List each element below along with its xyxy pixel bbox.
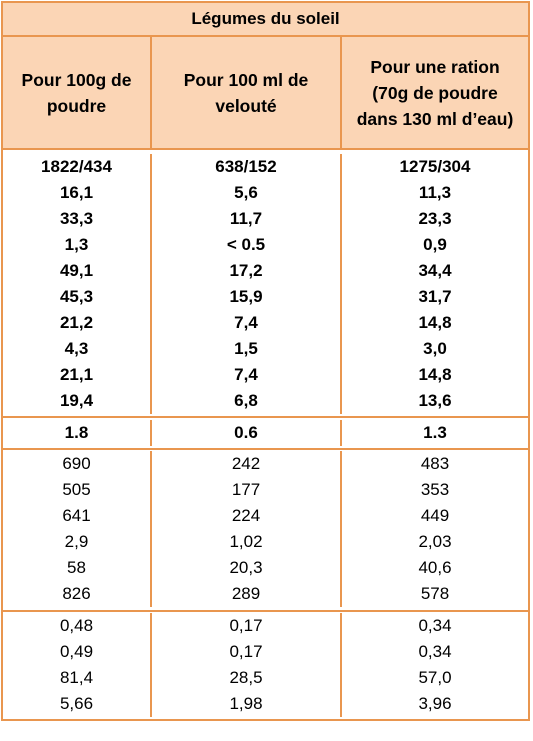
table-cell: 483 [420, 454, 450, 473]
table-title: Légumes du soleil [3, 3, 528, 37]
table-cell: 7,4 [234, 313, 258, 332]
table-cell: 0,34 [418, 616, 452, 635]
table-cell: 1,02 [229, 532, 263, 551]
header-row: Pour 100g de poudre Pour 100 ml de velou… [3, 37, 528, 150]
table-cell: 0,17 [229, 642, 263, 661]
header-per-ration: Pour une ration (70g de poudre dans 130 … [356, 56, 514, 129]
table-cell: 33,3 [59, 209, 94, 228]
section-energy-macros: 1822/434 16,1 33,3 1,3 49,1 45,3 21,2 4,3 21,1 19… [3, 150, 528, 418]
table-cell: 34,4 [418, 261, 452, 280]
table-cell: 49,1 [59, 261, 94, 280]
per-100g-column: 1822/434 16,1 33,3 1,3 49,1 45,3 21,2 4,3 21,1 19… [3, 154, 152, 414]
table-cell: 0,48 [59, 616, 94, 635]
table-cell: 58 [67, 558, 86, 577]
table-cell: 1822/434 [41, 157, 112, 176]
table-cell: 353 [420, 480, 450, 499]
table-cell: 0,9 [423, 235, 447, 254]
table-cell: 449 [420, 506, 450, 525]
table-cell: 45,3 [59, 287, 94, 306]
per-100g-column: 0,48 0,49 81,4 5,66 [3, 613, 152, 717]
table-cell: 5,6 [234, 183, 258, 202]
table-cell: 2,9 [64, 532, 89, 551]
per-100ml-column: 638/152 5,6 11,7 < 0.5 17,2 15,9 7,4 1,5 7,4 6,8 [152, 154, 342, 414]
table-cell: 5,66 [59, 694, 94, 713]
table-cell: 1,3 [64, 235, 89, 254]
table-cell: 16,1 [59, 183, 94, 202]
table-cell: 11,3 [418, 183, 452, 202]
table-cell: 826 [62, 584, 91, 603]
table-cell: 17,2 [229, 261, 263, 280]
table-cell: 1,98 [229, 694, 263, 713]
table-cell: 638/152 [215, 157, 277, 176]
table-cell: 14,8 [418, 313, 452, 332]
table-cell: 224 [231, 506, 261, 525]
table-cell: 3,96 [418, 694, 452, 713]
table-cell: 0,49 [59, 642, 94, 661]
nutrition-table: Légumes du soleil Pour 100g de poudre Po… [1, 1, 530, 721]
table-cell: 1,5 [234, 339, 258, 358]
table-cell: 177 [231, 480, 261, 499]
table-cell: 21,2 [59, 313, 94, 332]
table-cell: 0,34 [418, 642, 452, 661]
per-100g-column: 1.8 [3, 420, 152, 446]
table-cell: 81,4 [59, 668, 94, 687]
table-cell: 1275/304 [399, 157, 471, 176]
per-100ml-column: 0.6 [152, 420, 342, 446]
table-cell: < 0.5 [226, 235, 266, 254]
per-100ml-column: 242 177 224 1,02 20,3 289 [152, 451, 342, 607]
table-cell: 1.3 [423, 423, 447, 442]
per-ration-column: 1275/304 11,3 23,3 0,9 34,4 31,7 14,8 3,0 14,8 13… [342, 154, 528, 414]
table-cell: 578 [420, 584, 450, 603]
table-cell: 14,8 [418, 365, 452, 384]
table-cell: 2,03 [418, 532, 452, 551]
per-ration-column: 0,34 0,34 57,0 3,96 [342, 613, 528, 717]
per-ration-column: 483 353 449 2,03 40,6 578 [342, 451, 528, 607]
table-cell: 31,7 [418, 287, 452, 306]
table-cell: 1.8 [64, 423, 89, 442]
table-cell: 505 [62, 480, 91, 499]
table-cell: 4,3 [64, 339, 89, 358]
table-cell: 21,1 [59, 365, 94, 384]
table-cell: 13,6 [418, 391, 452, 410]
table-cell: 6,8 [234, 391, 258, 410]
table-cell: 11,7 [229, 209, 263, 228]
table-cell: 0.6 [234, 423, 258, 442]
per-100g-column: 690 505 641 2,9 58 826 [3, 451, 152, 607]
per-ration-column: 1.3 [342, 420, 528, 446]
table-cell: 7,4 [234, 365, 258, 384]
table-cell: 57,0 [418, 668, 452, 687]
table-cell: 3,0 [423, 339, 447, 358]
table-cell: 19,4 [59, 391, 94, 410]
section-minerals: 690 505 641 2,9 58 826 242 177 224 1,02 20,3 289 483… [3, 450, 528, 612]
table-cell: 0,17 [229, 616, 263, 635]
table-cell: 40,6 [418, 558, 452, 577]
table-cell: 23,3 [418, 209, 452, 228]
table-cell: 690 [62, 454, 91, 473]
section-salt: 1.8 0.6 1.3 [3, 418, 528, 450]
per-100ml-column: 0,17 0,17 28,5 1,98 [152, 613, 342, 717]
table-cell: 20,3 [229, 558, 263, 577]
table-cell: 28,5 [229, 668, 263, 687]
header-per-100g-powder: Pour 100g de poudre [3, 37, 152, 148]
table-cell: 15,9 [229, 287, 263, 306]
table-cell: 242 [231, 454, 261, 473]
table-cell: 289 [231, 584, 261, 603]
header-per-100ml-veloute: Pour 100 ml de velouté [152, 37, 342, 148]
section-vitamins: 0,48 0,49 81,4 5,66 0,17 0,17 28,5 1,98 0,34 0,34… [3, 612, 528, 719]
table-cell: 641 [62, 506, 91, 525]
